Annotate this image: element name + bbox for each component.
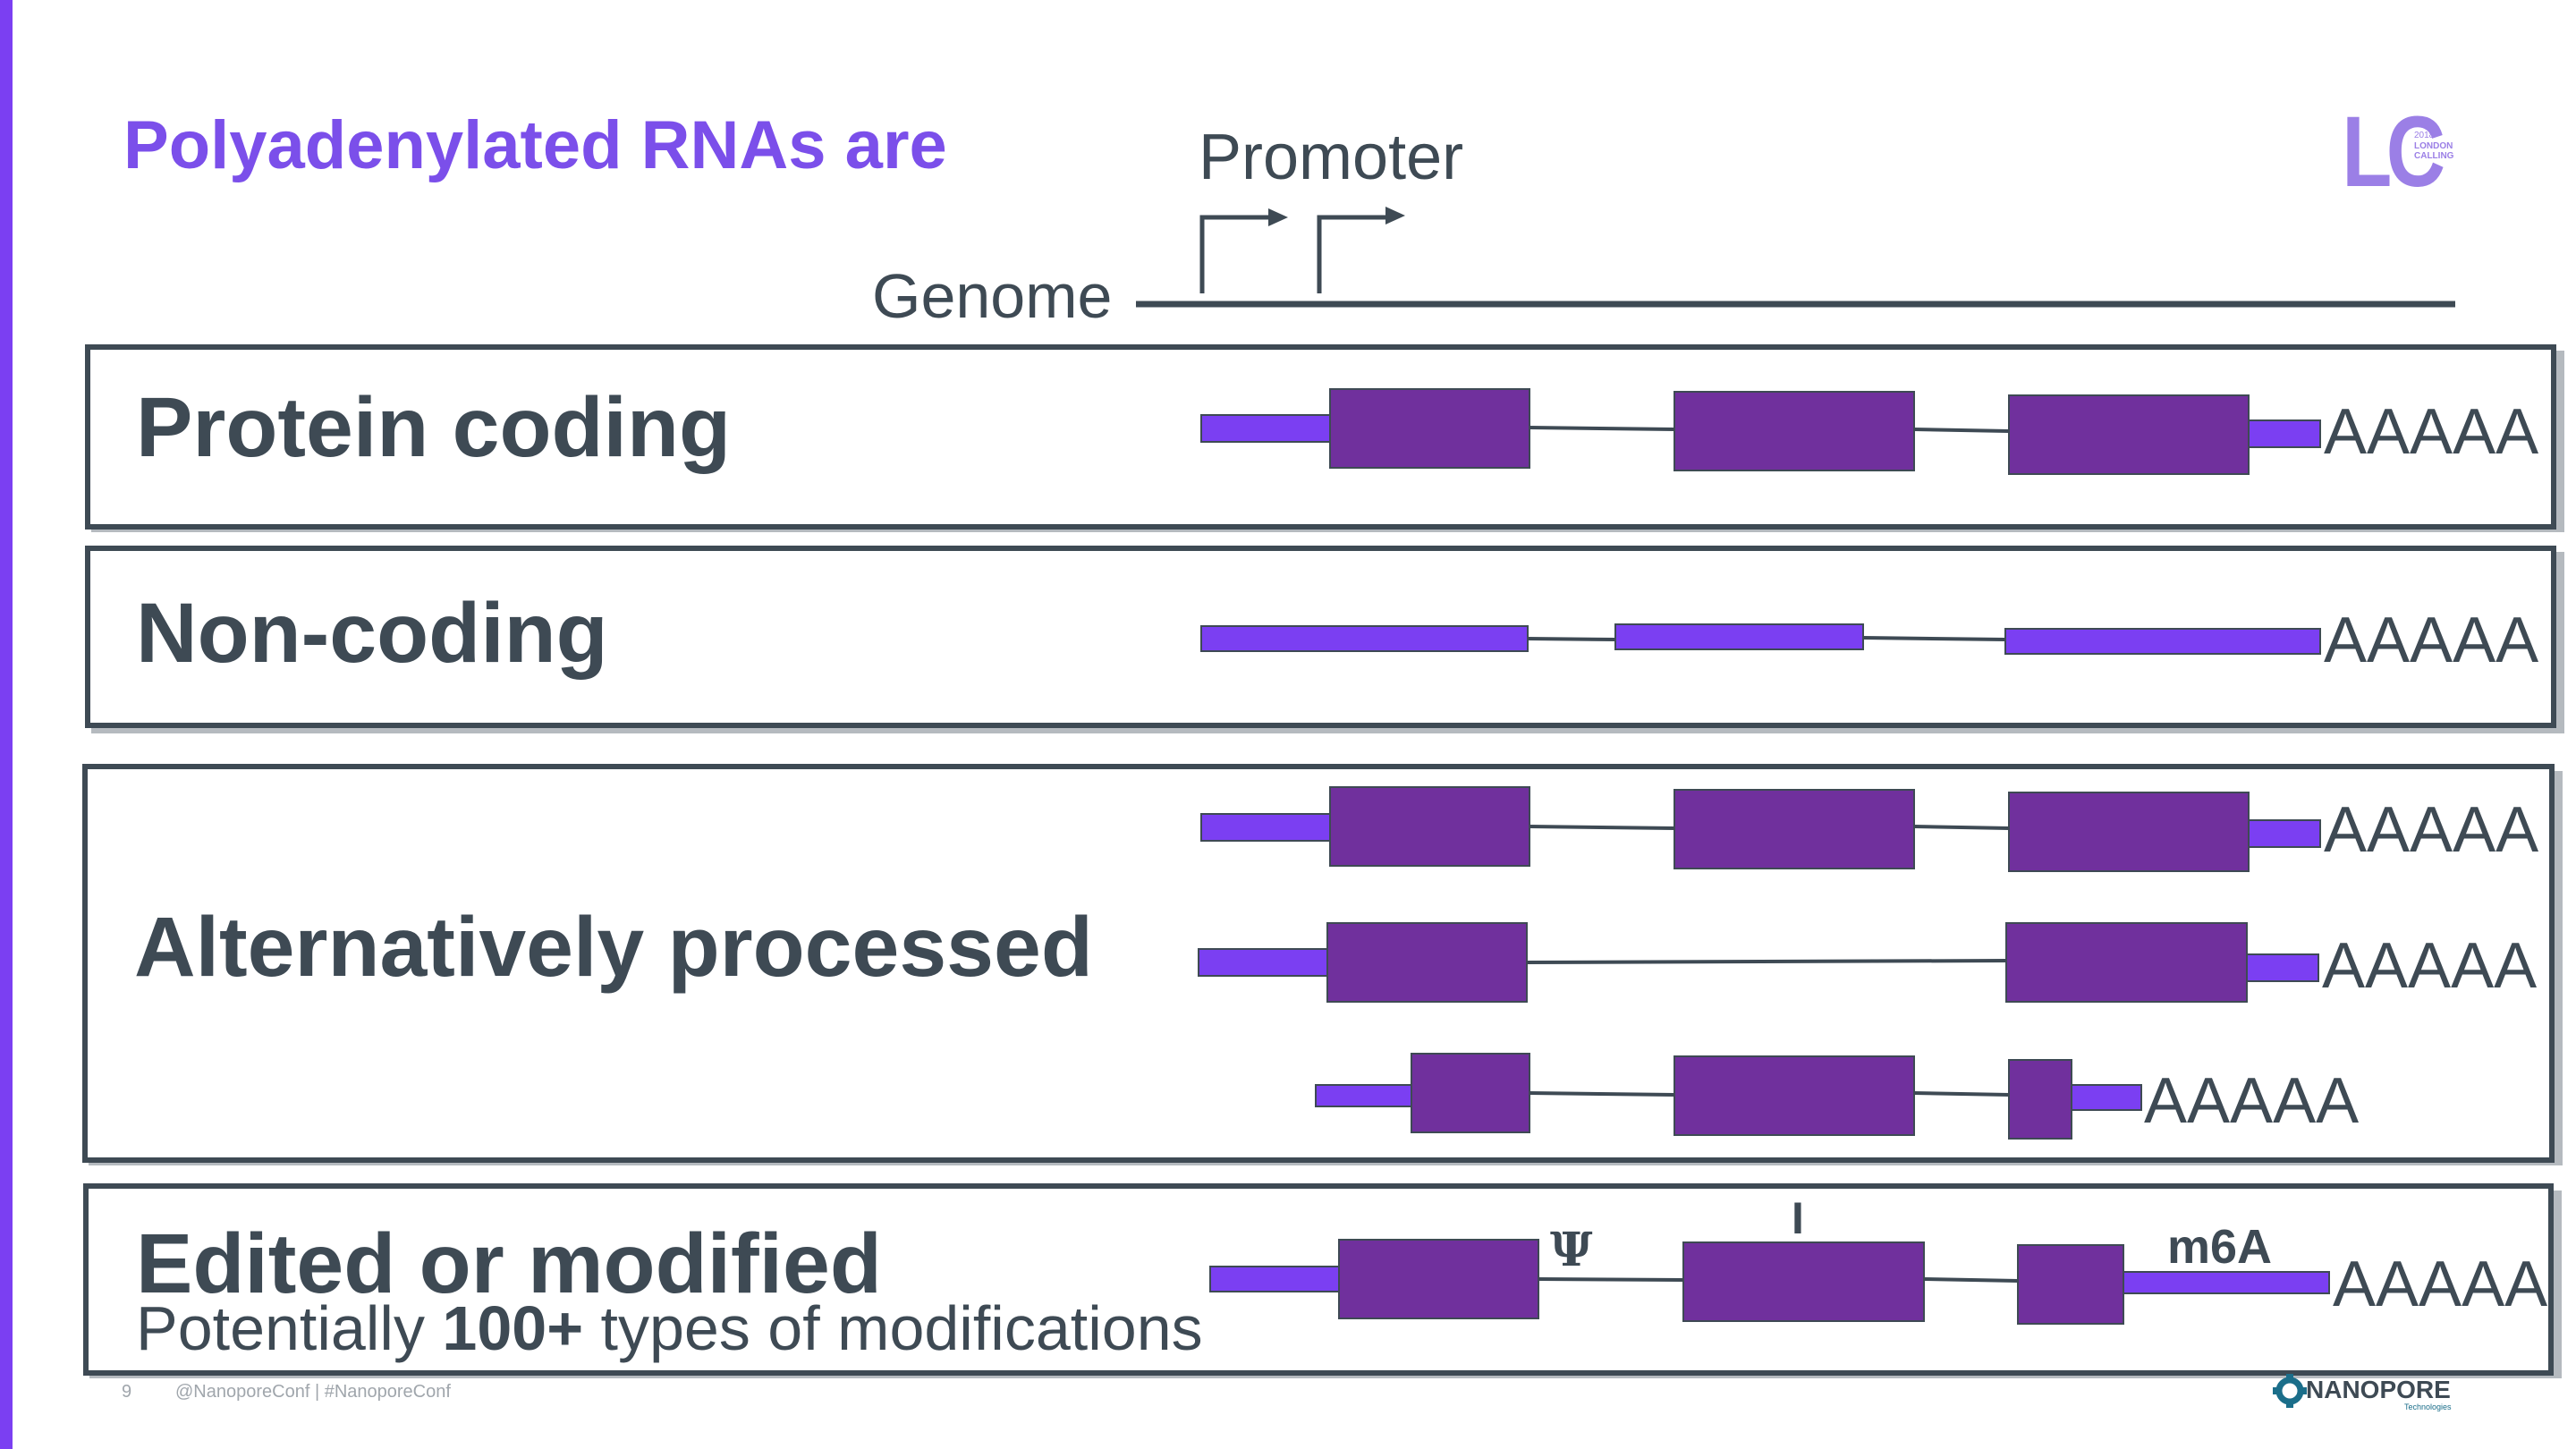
alt-transcript-3 <box>1315 1053 2142 1140</box>
poly-a-tail-alt-3: AAAAA <box>2144 1065 2360 1137</box>
promoter-label: Promoter <box>1199 122 1464 193</box>
protein-coding-transcript <box>1200 388 2321 475</box>
m6a-mark: m6A <box>2167 1220 2273 1274</box>
slide-title: Polyadenylated RNAs are <box>123 107 947 183</box>
alt-transcript-2 <box>1198 922 2319 1003</box>
edited-transcript <box>1209 1239 2330 1325</box>
protein-coding-label: Protein coding <box>136 380 731 475</box>
non-coding-label: Non-coding <box>136 586 608 681</box>
promoter-arrowhead-2 <box>1385 207 1405 225</box>
lc-logo-letters: LC <box>2342 95 2444 208</box>
genome-label: Genome <box>872 261 1113 331</box>
poly-a-tail-alt-2: AAAAA <box>2322 930 2538 1002</box>
lc-logo-line1: LONDON <box>2414 141 2453 151</box>
accent-bar <box>0 0 13 1449</box>
modifications-note-prefix: Potentially <box>136 1293 443 1363</box>
promoter-arrowhead-1 <box>1268 208 1288 226</box>
lc-logo-line2: CALLING <box>2414 151 2454 161</box>
footer-handle: @NanoporeConf | #NanoporeConf <box>175 1382 451 1402</box>
modifications-note: Potentially 100+ types of modifications <box>136 1297 1203 1360</box>
nanopore-logo-icon <box>2275 1377 2304 1405</box>
non-coding-transcript <box>1200 623 2321 655</box>
promoter-arrow-icon <box>1199 215 1385 293</box>
modifications-note-suffix: types of modifications <box>583 1293 1203 1363</box>
alternatively-processed-label: Alternatively processed <box>134 900 1093 995</box>
lc-logo-year: 2018 <box>2414 131 2435 140</box>
poly-a-tail-protein-coding: AAAAA <box>2324 396 2539 468</box>
modifications-note-count: 100+ <box>442 1293 584 1363</box>
nanopore-logo-teeth <box>2273 1374 2307 1408</box>
inosine-mark: I <box>1792 1193 1804 1243</box>
nanopore-logo-subtitle: Technologies <box>2404 1402 2452 1411</box>
poly-a-tail-alt-1: AAAAA <box>2324 794 2539 866</box>
pseudouridine-mark: Ψ <box>1550 1223 1593 1277</box>
page-number: 9 <box>122 1382 132 1402</box>
nanopore-logo-name: NANOPORE <box>2306 1376 2451 1403</box>
poly-a-tail-non-coding: AAAAA <box>2324 605 2539 676</box>
alt-transcript-1 <box>1200 786 2321 872</box>
poly-a-tail-edited: AAAAA <box>2333 1249 2548 1320</box>
edited-or-modified-label: Edited or modified <box>136 1216 882 1311</box>
